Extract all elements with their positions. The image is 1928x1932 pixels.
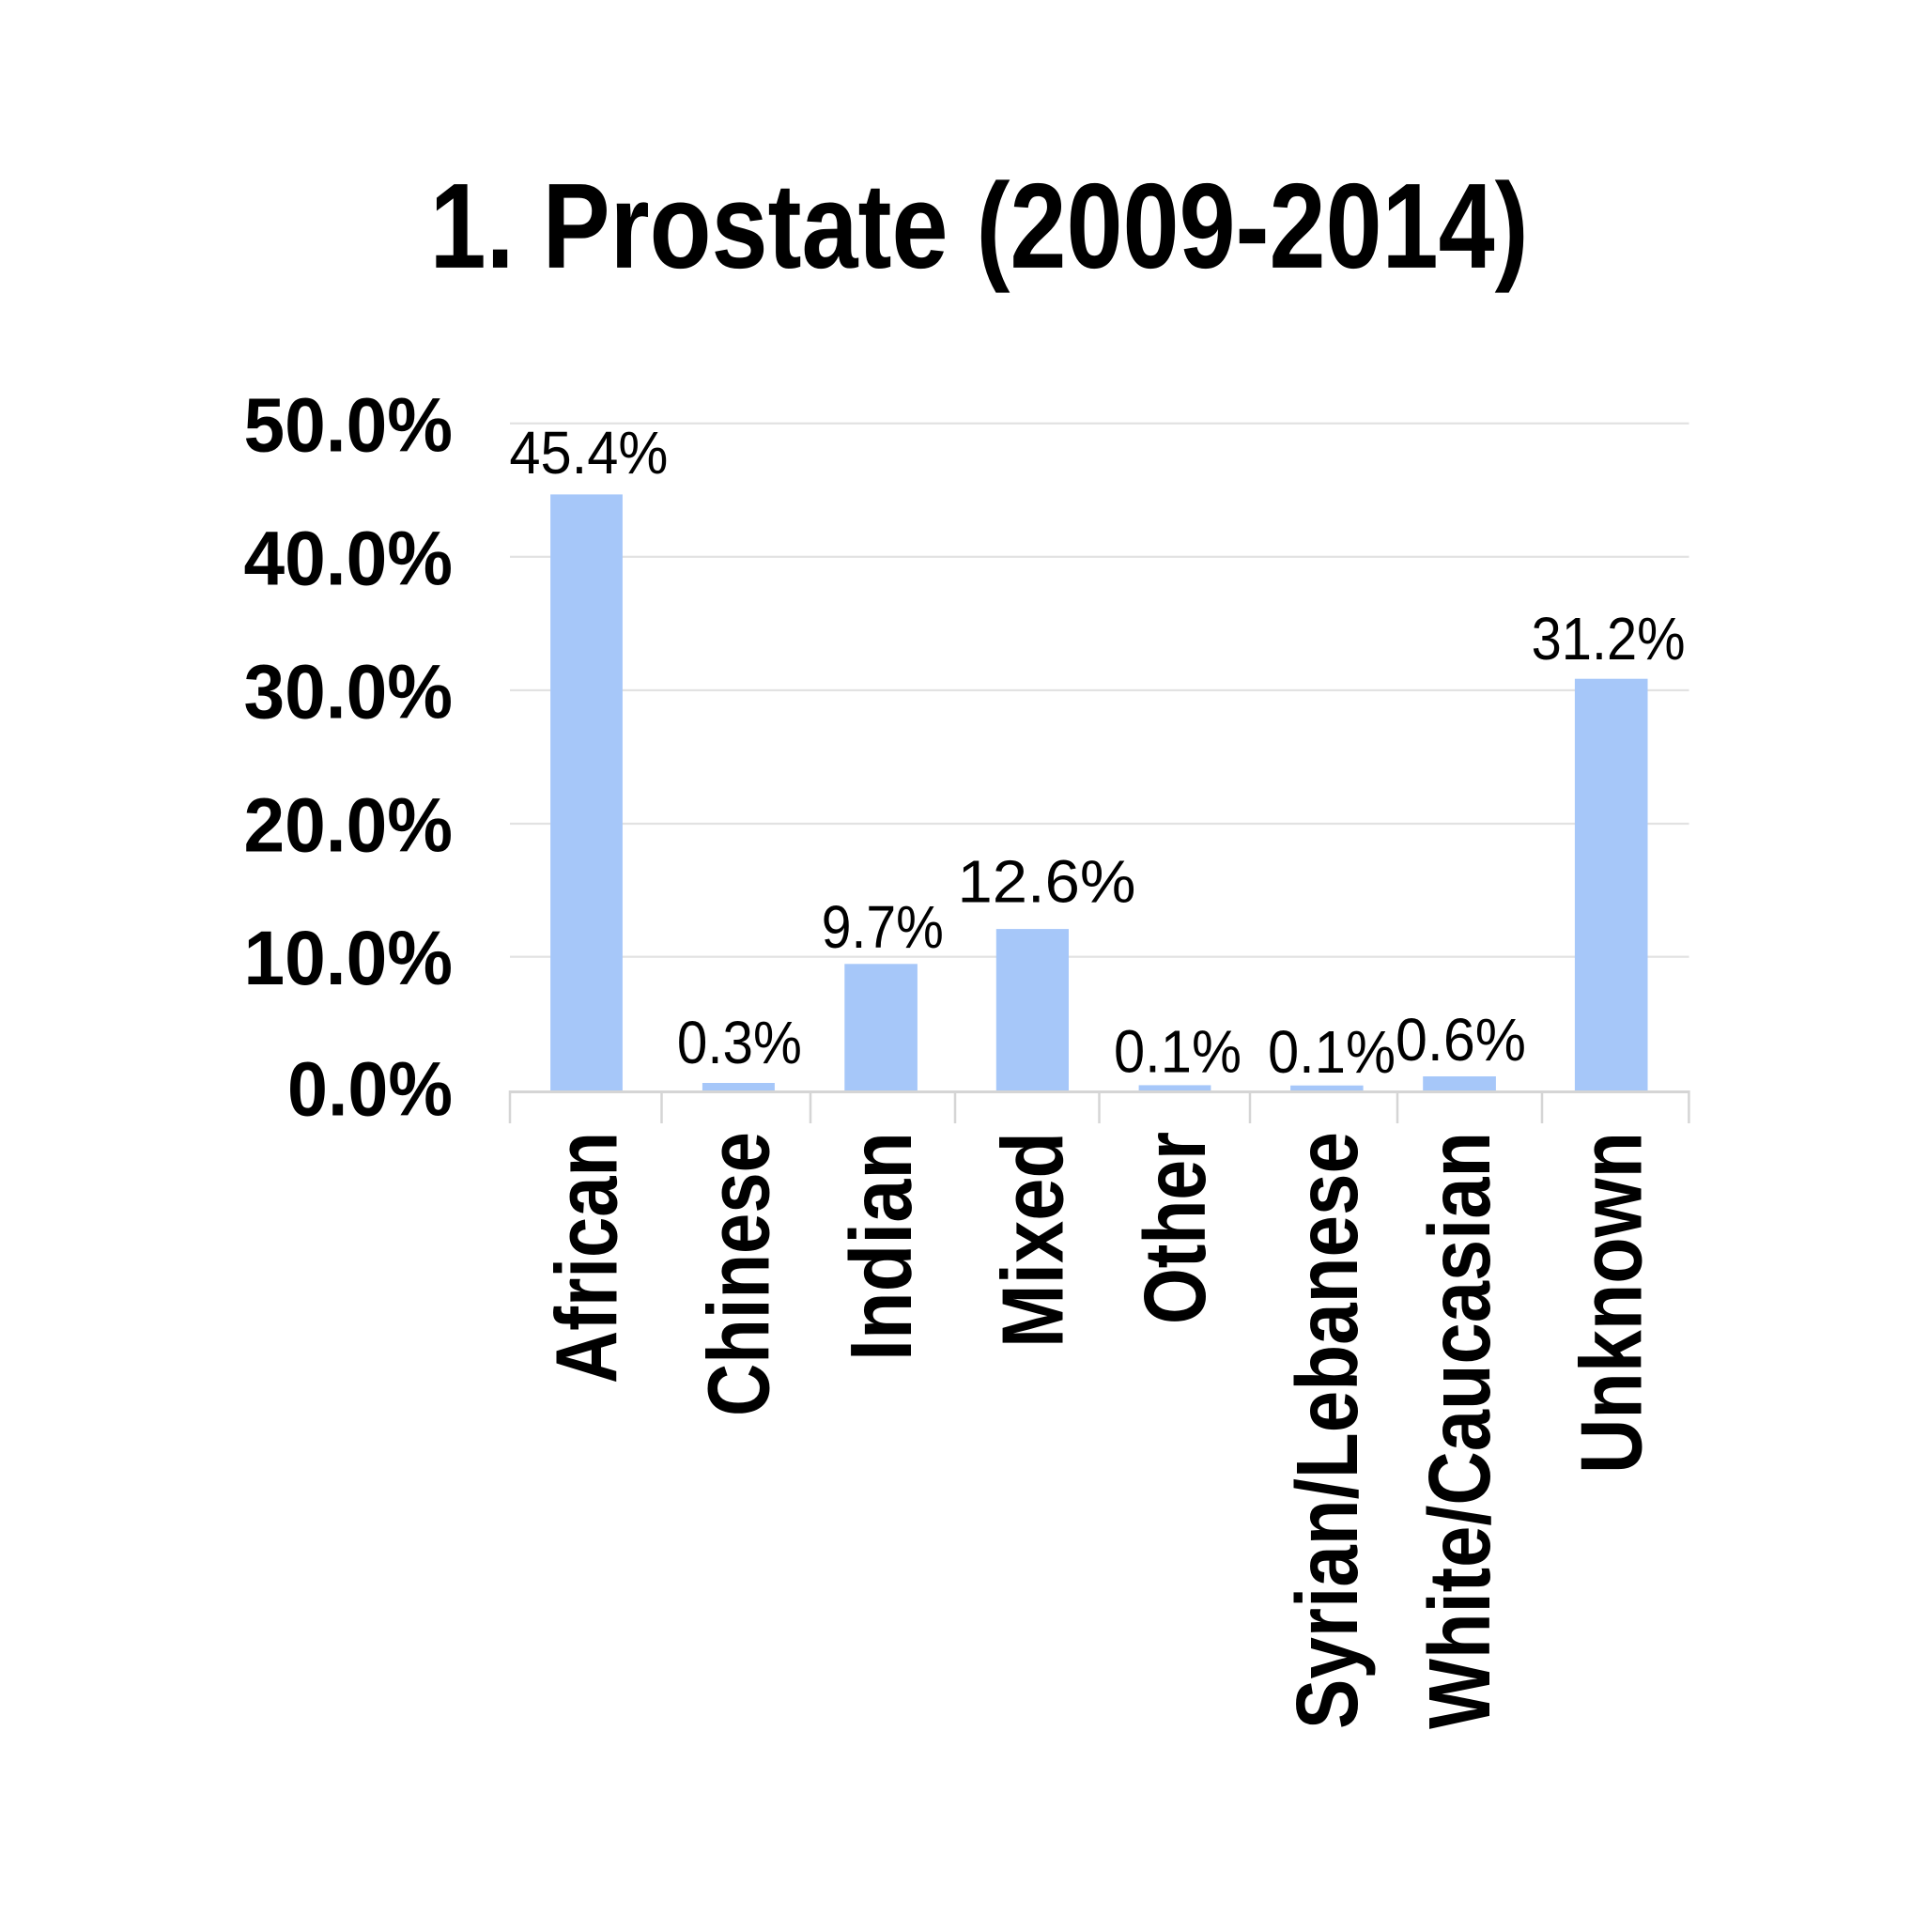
svg-text:50.0%: 50.0% bbox=[244, 382, 454, 468]
svg-text:0.0%: 0.0% bbox=[287, 1047, 453, 1133]
svg-text:0.3%: 0.3% bbox=[677, 1009, 802, 1076]
svg-text:Other: Other bbox=[1126, 1132, 1224, 1324]
svg-text:31.2%: 31.2% bbox=[1532, 605, 1686, 672]
svg-text:Chinese: Chinese bbox=[689, 1132, 787, 1416]
svg-text:45.4%: 45.4% bbox=[509, 419, 668, 487]
svg-text:12.6%: 12.6% bbox=[958, 848, 1136, 916]
svg-text:Mixed: Mixed bbox=[983, 1132, 1081, 1348]
svg-text:9.7%: 9.7% bbox=[822, 893, 944, 961]
svg-text:0.6%: 0.6% bbox=[1396, 1006, 1526, 1074]
svg-text:African: African bbox=[538, 1132, 636, 1383]
svg-text:Syrian/Lebanese: Syrian/Lebanese bbox=[1278, 1132, 1376, 1729]
svg-text:1. Prostate (2009-2014): 1. Prostate (2009-2014) bbox=[430, 159, 1529, 294]
svg-text:White/Caucasian: White/Caucasian bbox=[1411, 1132, 1508, 1729]
svg-text:0.1%: 0.1% bbox=[1114, 1018, 1242, 1086]
svg-text:30.0%: 30.0% bbox=[244, 649, 454, 734]
svg-text:Unknown: Unknown bbox=[1563, 1132, 1660, 1474]
svg-text:20.0%: 20.0% bbox=[244, 783, 454, 869]
svg-text:0.1%: 0.1% bbox=[1268, 1018, 1396, 1086]
svg-text:Indian: Indian bbox=[832, 1132, 930, 1361]
svg-text:40.0%: 40.0% bbox=[244, 516, 454, 601]
svg-text:10.0%: 10.0% bbox=[244, 916, 454, 1001]
